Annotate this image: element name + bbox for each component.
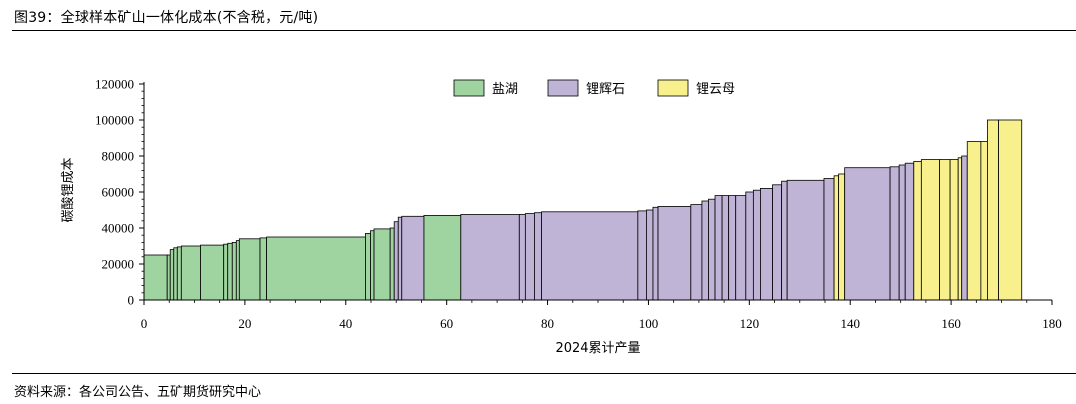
cost-bar (708, 198, 716, 301)
cost-bar (728, 195, 737, 301)
y-tick-label: 20000 (102, 257, 135, 272)
cost-bar (913, 160, 922, 301)
cost-bar (518, 214, 526, 301)
cost-bar (939, 159, 951, 301)
figure-title: 图39：全球样本矿山一体化成本(不含税，元/吨) (14, 10, 319, 26)
legend-swatch (657, 79, 689, 97)
x-axis-title: 2024累计产量 (555, 341, 640, 356)
cost-bar (370, 230, 375, 301)
y-tick-label: 120000 (95, 77, 134, 92)
cost-bar (844, 167, 891, 301)
x-tick-label: 140 (840, 316, 860, 331)
cost-bar (235, 240, 240, 301)
cost-curve-chart: 0 20000 40000 60000 80000 100000 120000 0 20 40 60… (61, 77, 1062, 357)
y-tick-label: 100000 (95, 113, 134, 128)
cost-bar (266, 236, 366, 301)
title-divider (12, 30, 1076, 31)
cost-bar (760, 187, 773, 301)
cost-bar (920, 159, 940, 301)
cost-bar (223, 243, 229, 301)
bars-layer (143, 119, 1023, 301)
cost-bar (961, 155, 968, 301)
legend-label: 锂辉石 (586, 82, 625, 97)
cost-bar (173, 247, 178, 301)
cost-bar (176, 246, 182, 301)
cost-bar (227, 242, 233, 301)
cost-bar (714, 195, 723, 301)
x-tick-label: 0 (141, 316, 148, 331)
x-tick-label: 20 (238, 316, 251, 331)
cost-bar (781, 180, 788, 301)
cost-bar (393, 221, 399, 301)
cost-bar (423, 214, 462, 301)
x-tick-label: 60 (440, 316, 453, 331)
cost-bar (460, 214, 520, 301)
cost-bar (721, 195, 730, 301)
legend-swatch (453, 79, 485, 97)
cost-bar (889, 166, 900, 301)
cost-bar (637, 210, 647, 301)
axes-layer: 0 20000 40000 60000 80000 100000 120000 0 20 40 60… (95, 77, 1062, 332)
cost-bar (823, 178, 835, 301)
cost-bar (987, 119, 999, 301)
cost-bar (949, 159, 959, 301)
y-tick-label: 80000 (102, 149, 135, 164)
cost-bar (534, 212, 542, 301)
cost-bar (998, 119, 1023, 301)
cost-bar (541, 211, 639, 301)
legend-swatch (547, 79, 579, 97)
cost-bar (966, 141, 982, 301)
cost-bar (169, 249, 175, 301)
cost-bar (735, 195, 747, 301)
cost-bar (524, 213, 535, 301)
cost-bar (745, 191, 754, 301)
cost-bar (980, 141, 988, 301)
cost-bar (898, 164, 906, 301)
cost-bar (957, 157, 963, 301)
cost-bar (180, 245, 201, 301)
cost-bar (166, 254, 171, 301)
cost-bar (365, 232, 371, 301)
x-tick-label: 80 (541, 316, 554, 331)
y-tick-label: 0 (128, 293, 135, 308)
source-note: 资料来源：各公司公告、五矿期货研究中心 (14, 385, 262, 400)
cost-bar (701, 200, 709, 301)
cost-bar (373, 228, 391, 301)
cost-bar (401, 215, 425, 301)
legend-label: 盐湖 (492, 82, 518, 97)
legend-label: 锂云母 (696, 82, 735, 97)
legend: 盐湖 锂辉石 锂云母 (453, 79, 735, 97)
cost-bar (389, 227, 395, 301)
cost-bar (231, 241, 237, 301)
cost-bar (646, 209, 654, 301)
cost-bar (772, 184, 783, 301)
cost-bar (833, 175, 840, 301)
x-tick-label: 40 (339, 316, 352, 331)
source-divider (12, 373, 1076, 374)
cost-bar (786, 179, 825, 301)
x-tick-label: 100 (639, 316, 659, 331)
cost-bar (752, 189, 761, 301)
x-tick-label: 180 (1042, 316, 1062, 331)
cost-bar (690, 204, 703, 301)
x-tick-label: 120 (740, 316, 760, 331)
y-axis-title: 碳酸锂成本 (61, 157, 76, 222)
cost-bar (652, 206, 659, 301)
cost-bar (838, 173, 846, 301)
cost-bar (657, 205, 692, 301)
cost-bar (200, 244, 225, 301)
cost-bar (904, 162, 915, 301)
cost-bar (238, 238, 261, 301)
cost-bar (143, 254, 168, 301)
y-tick-label: 60000 (102, 185, 135, 200)
y-tick-label: 40000 (102, 221, 135, 236)
cost-bar (259, 237, 267, 301)
x-tick-label: 160 (941, 316, 961, 331)
cost-bar (397, 216, 403, 301)
